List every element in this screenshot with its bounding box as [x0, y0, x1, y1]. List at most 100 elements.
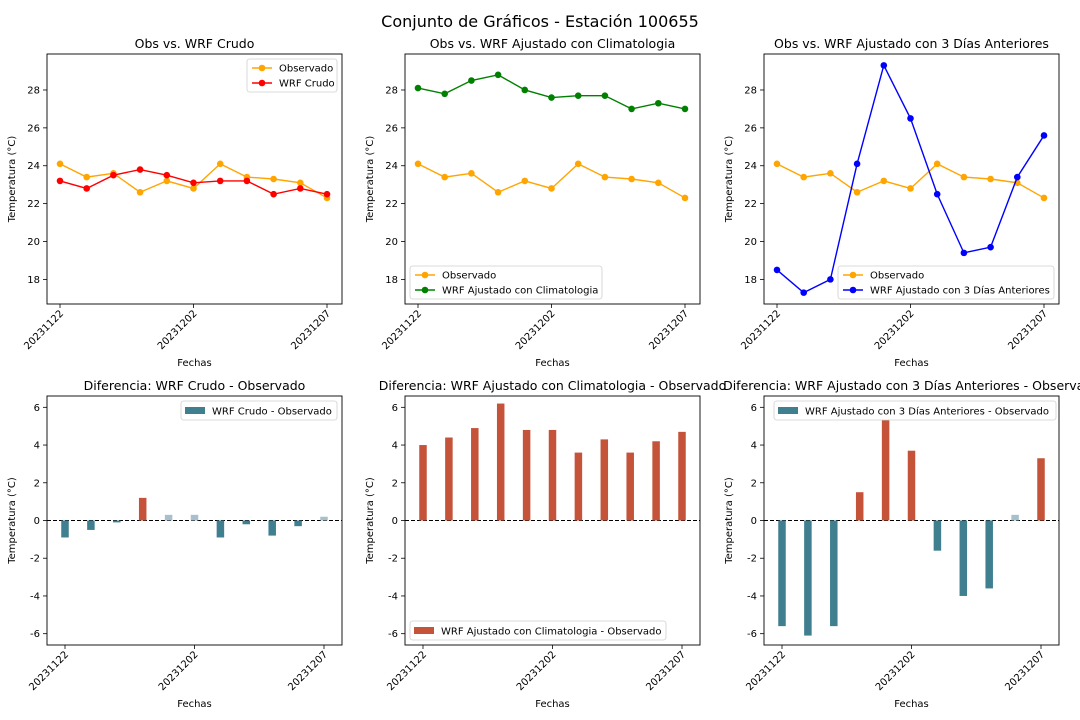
x-tick-label: 20231202 — [874, 649, 918, 693]
data-point — [960, 249, 968, 257]
legend-box — [180, 400, 338, 421]
bar — [61, 520, 69, 538]
series-line — [417, 163, 686, 199]
x-axis-label: Fechas — [535, 699, 570, 710]
x-tick-label: 20231207 — [1003, 649, 1047, 693]
legend-marker — [421, 271, 429, 279]
chart-panel-6: Diferencia: WRF Ajustado con 3 Días Ante… — [723, 378, 1080, 710]
bar — [445, 437, 453, 521]
data-point — [548, 185, 555, 192]
bar — [959, 520, 968, 596]
legend-label: Observado — [870, 271, 924, 282]
data-point — [243, 177, 251, 185]
y-tick-label: 18 — [385, 275, 398, 286]
data-point — [270, 175, 277, 183]
data-point — [800, 173, 807, 181]
y-tick-label: 0 — [751, 516, 757, 527]
data-point — [853, 188, 861, 196]
legend-label: WRF Crudo - Observado — [212, 407, 332, 418]
data-point — [323, 190, 331, 198]
data-point — [110, 171, 117, 179]
bar — [830, 520, 838, 627]
y-tick-label: 26 — [27, 123, 40, 134]
bar — [985, 520, 993, 589]
legend-marker — [849, 286, 857, 294]
bar — [471, 428, 479, 521]
axes-frame — [46, 53, 343, 305]
y-tick-label: 28 — [385, 85, 398, 96]
data-point — [574, 160, 582, 168]
y-tick-label: -2 — [388, 554, 398, 565]
x-tick-label: 20231207 — [289, 308, 333, 352]
axes-frame — [763, 53, 1060, 305]
data-point — [1040, 194, 1048, 202]
bar — [294, 520, 302, 527]
y-tick-label: 22 — [27, 199, 40, 210]
legend-label: WRF Ajustado con 3 Días Anteriores — [870, 285, 1050, 297]
axes-frame — [46, 395, 343, 646]
y-axis-label: Temperatura (°C) — [724, 136, 735, 224]
bar — [268, 520, 276, 536]
y-tick-label: 2 — [392, 478, 398, 489]
x-tick-label: 20231122 — [385, 649, 429, 693]
bar — [496, 403, 505, 521]
y-tick-label: -2 — [30, 554, 40, 565]
x-tick-label: 20231122 — [744, 649, 788, 693]
y-tick-label: 28 — [744, 85, 757, 96]
data-point — [521, 86, 529, 94]
data-point — [880, 62, 888, 69]
legend-label: Observado — [279, 64, 333, 75]
legend-swatch — [185, 407, 205, 414]
chart-panel-2: Obs vs. WRF Ajustado con Climatologia 18 2… — [365, 36, 701, 369]
y-tick-label: 20 — [385, 237, 398, 248]
y-tick-label: 24 — [385, 161, 398, 172]
chart-title: Obs vs. WRF Crudo — [135, 36, 255, 51]
data-point — [190, 179, 197, 187]
data-point — [907, 115, 914, 122]
legend-swatch — [778, 407, 798, 414]
data-point — [190, 185, 197, 192]
data-point — [468, 170, 475, 177]
data-point — [773, 266, 781, 274]
chart-title: Diferencia: WRF Crudo - Observado — [84, 378, 306, 393]
legend-box — [773, 400, 1057, 421]
x-tick-label: 20231202 — [156, 308, 200, 352]
chart-title: Diferencia: WRF Ajustado con 3 Días Ante… — [723, 378, 1080, 393]
x-axis-label: Fechas — [894, 358, 929, 369]
bar — [626, 452, 634, 521]
chart-panel-1: Obs vs. WRF Crudo 18 20 22 24 26 28 Temperatura… — [7, 36, 343, 369]
data-point — [163, 177, 171, 185]
legend-marker — [421, 286, 429, 294]
y-tick-label: 6 — [751, 403, 757, 414]
legend-marker — [849, 271, 857, 279]
data-point — [297, 185, 304, 192]
data-point — [907, 185, 914, 192]
bar — [855, 492, 864, 521]
y-axis-label: Temperatura (°C) — [365, 136, 376, 224]
data-point — [414, 84, 422, 92]
bar — [522, 429, 531, 521]
chart-panel-4: Diferencia: WRF Crudo - Observado -6 -4 -2 0… — [7, 378, 343, 710]
y-tick-label: -4 — [30, 591, 40, 602]
x-tick-label: 20231202 — [514, 308, 558, 352]
y-tick-label: -6 — [30, 629, 40, 640]
bar — [419, 445, 427, 521]
axes-frame — [763, 395, 1060, 646]
data-point — [800, 289, 807, 296]
y-tick-label: 6 — [392, 403, 398, 414]
data-point — [136, 166, 144, 173]
x-tick-label: 20231202 — [157, 649, 201, 693]
data-point — [827, 170, 834, 177]
figure-title: Conjunto de Gráficos - Estación 100655 — [381, 12, 699, 31]
y-tick-label: 20 — [27, 237, 40, 248]
data-point — [56, 177, 64, 185]
bar — [907, 450, 916, 521]
y-tick-label: 22 — [744, 199, 757, 210]
data-point — [987, 175, 994, 183]
y-tick-label: 2 — [34, 478, 40, 489]
y-tick-label: -6 — [747, 629, 757, 640]
data-point — [601, 173, 609, 181]
x-tick-label: 20231122 — [380, 308, 424, 352]
legend-box — [837, 265, 1055, 300]
x-axis-label: Fechas — [177, 358, 212, 369]
